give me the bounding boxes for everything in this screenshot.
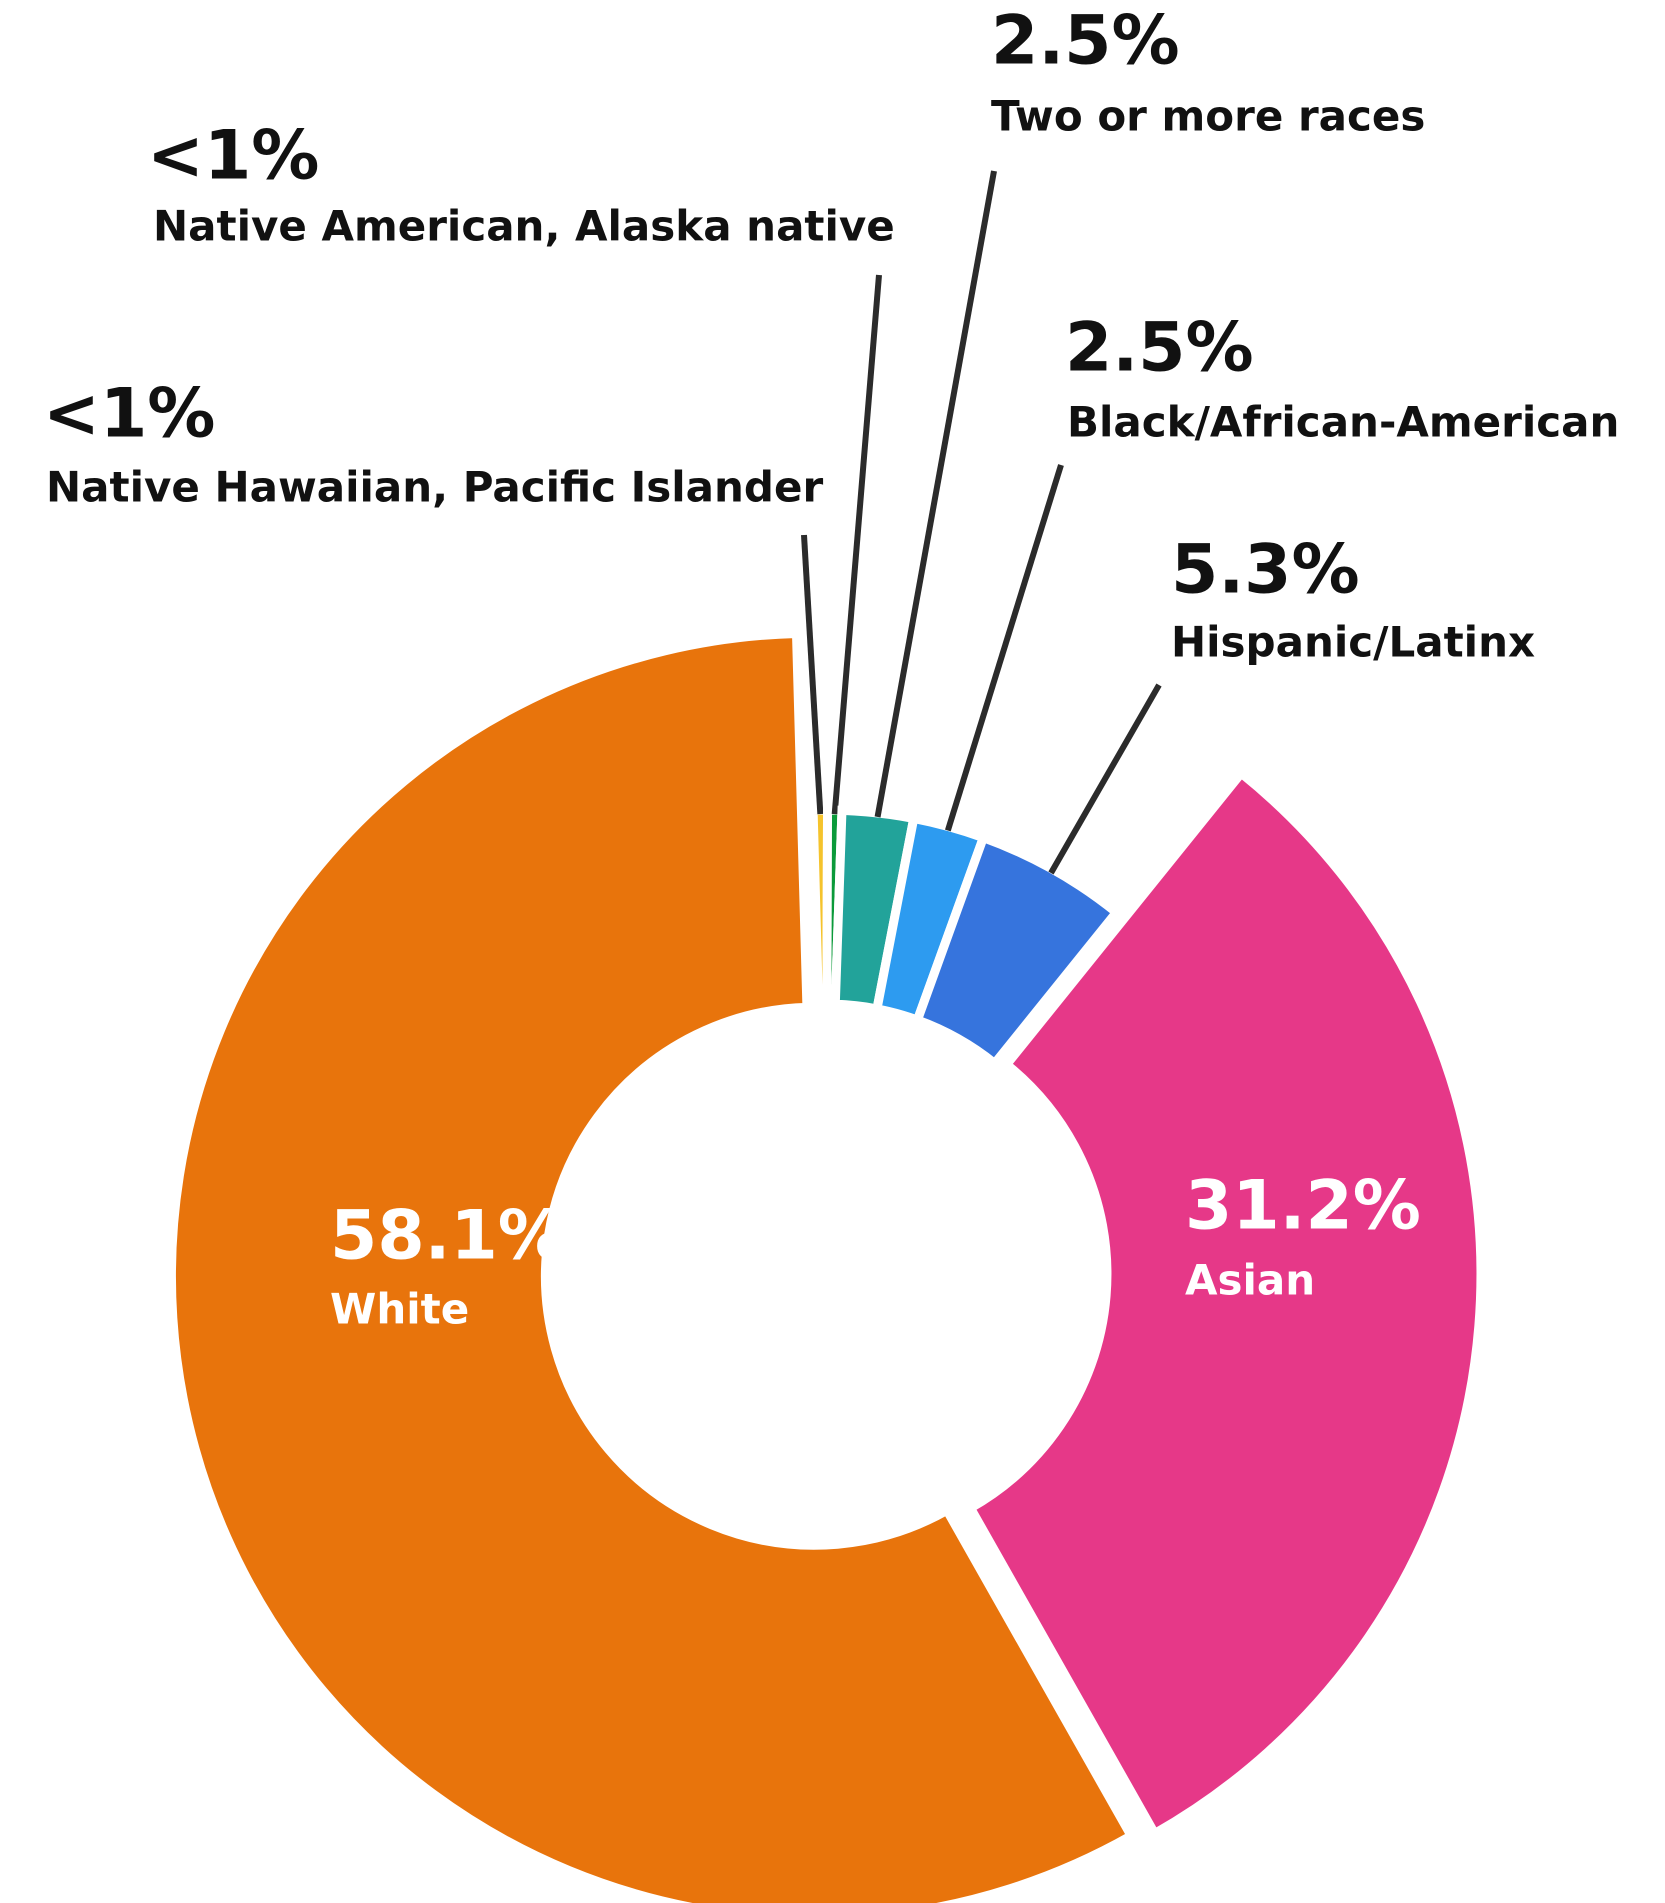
- category-label: Black/African-American: [1067, 398, 1619, 447]
- leader-line: [801, 534, 824, 815]
- value-label: 2.5%: [1065, 309, 1254, 388]
- leader-line: [944, 464, 1064, 832]
- category-label: Two or more races: [991, 92, 1425, 141]
- category-label: Native American, Alaska native: [153, 202, 895, 251]
- value-label: 58.1%: [330, 1197, 566, 1276]
- value-label: 2.5%: [991, 2, 1180, 81]
- slice: [166, 628, 1138, 1903]
- value-label: <1%: [43, 375, 215, 454]
- value-label: <1%: [147, 117, 319, 196]
- slice: [911, 831, 1123, 1070]
- slice: [964, 766, 1486, 1840]
- category-label: Asian: [1185, 1256, 1315, 1305]
- leader-line: [874, 170, 997, 818]
- leader-line: [831, 274, 882, 815]
- leader-line: [1048, 683, 1162, 875]
- category-label: Native Hawaiian, Pacific Islander: [46, 463, 823, 512]
- category-label: Hispanic/Latinx: [1171, 618, 1535, 667]
- value-label: 5.3%: [1171, 531, 1360, 610]
- category-label: White: [330, 1285, 469, 1334]
- value-label: 31.2%: [1185, 1167, 1421, 1246]
